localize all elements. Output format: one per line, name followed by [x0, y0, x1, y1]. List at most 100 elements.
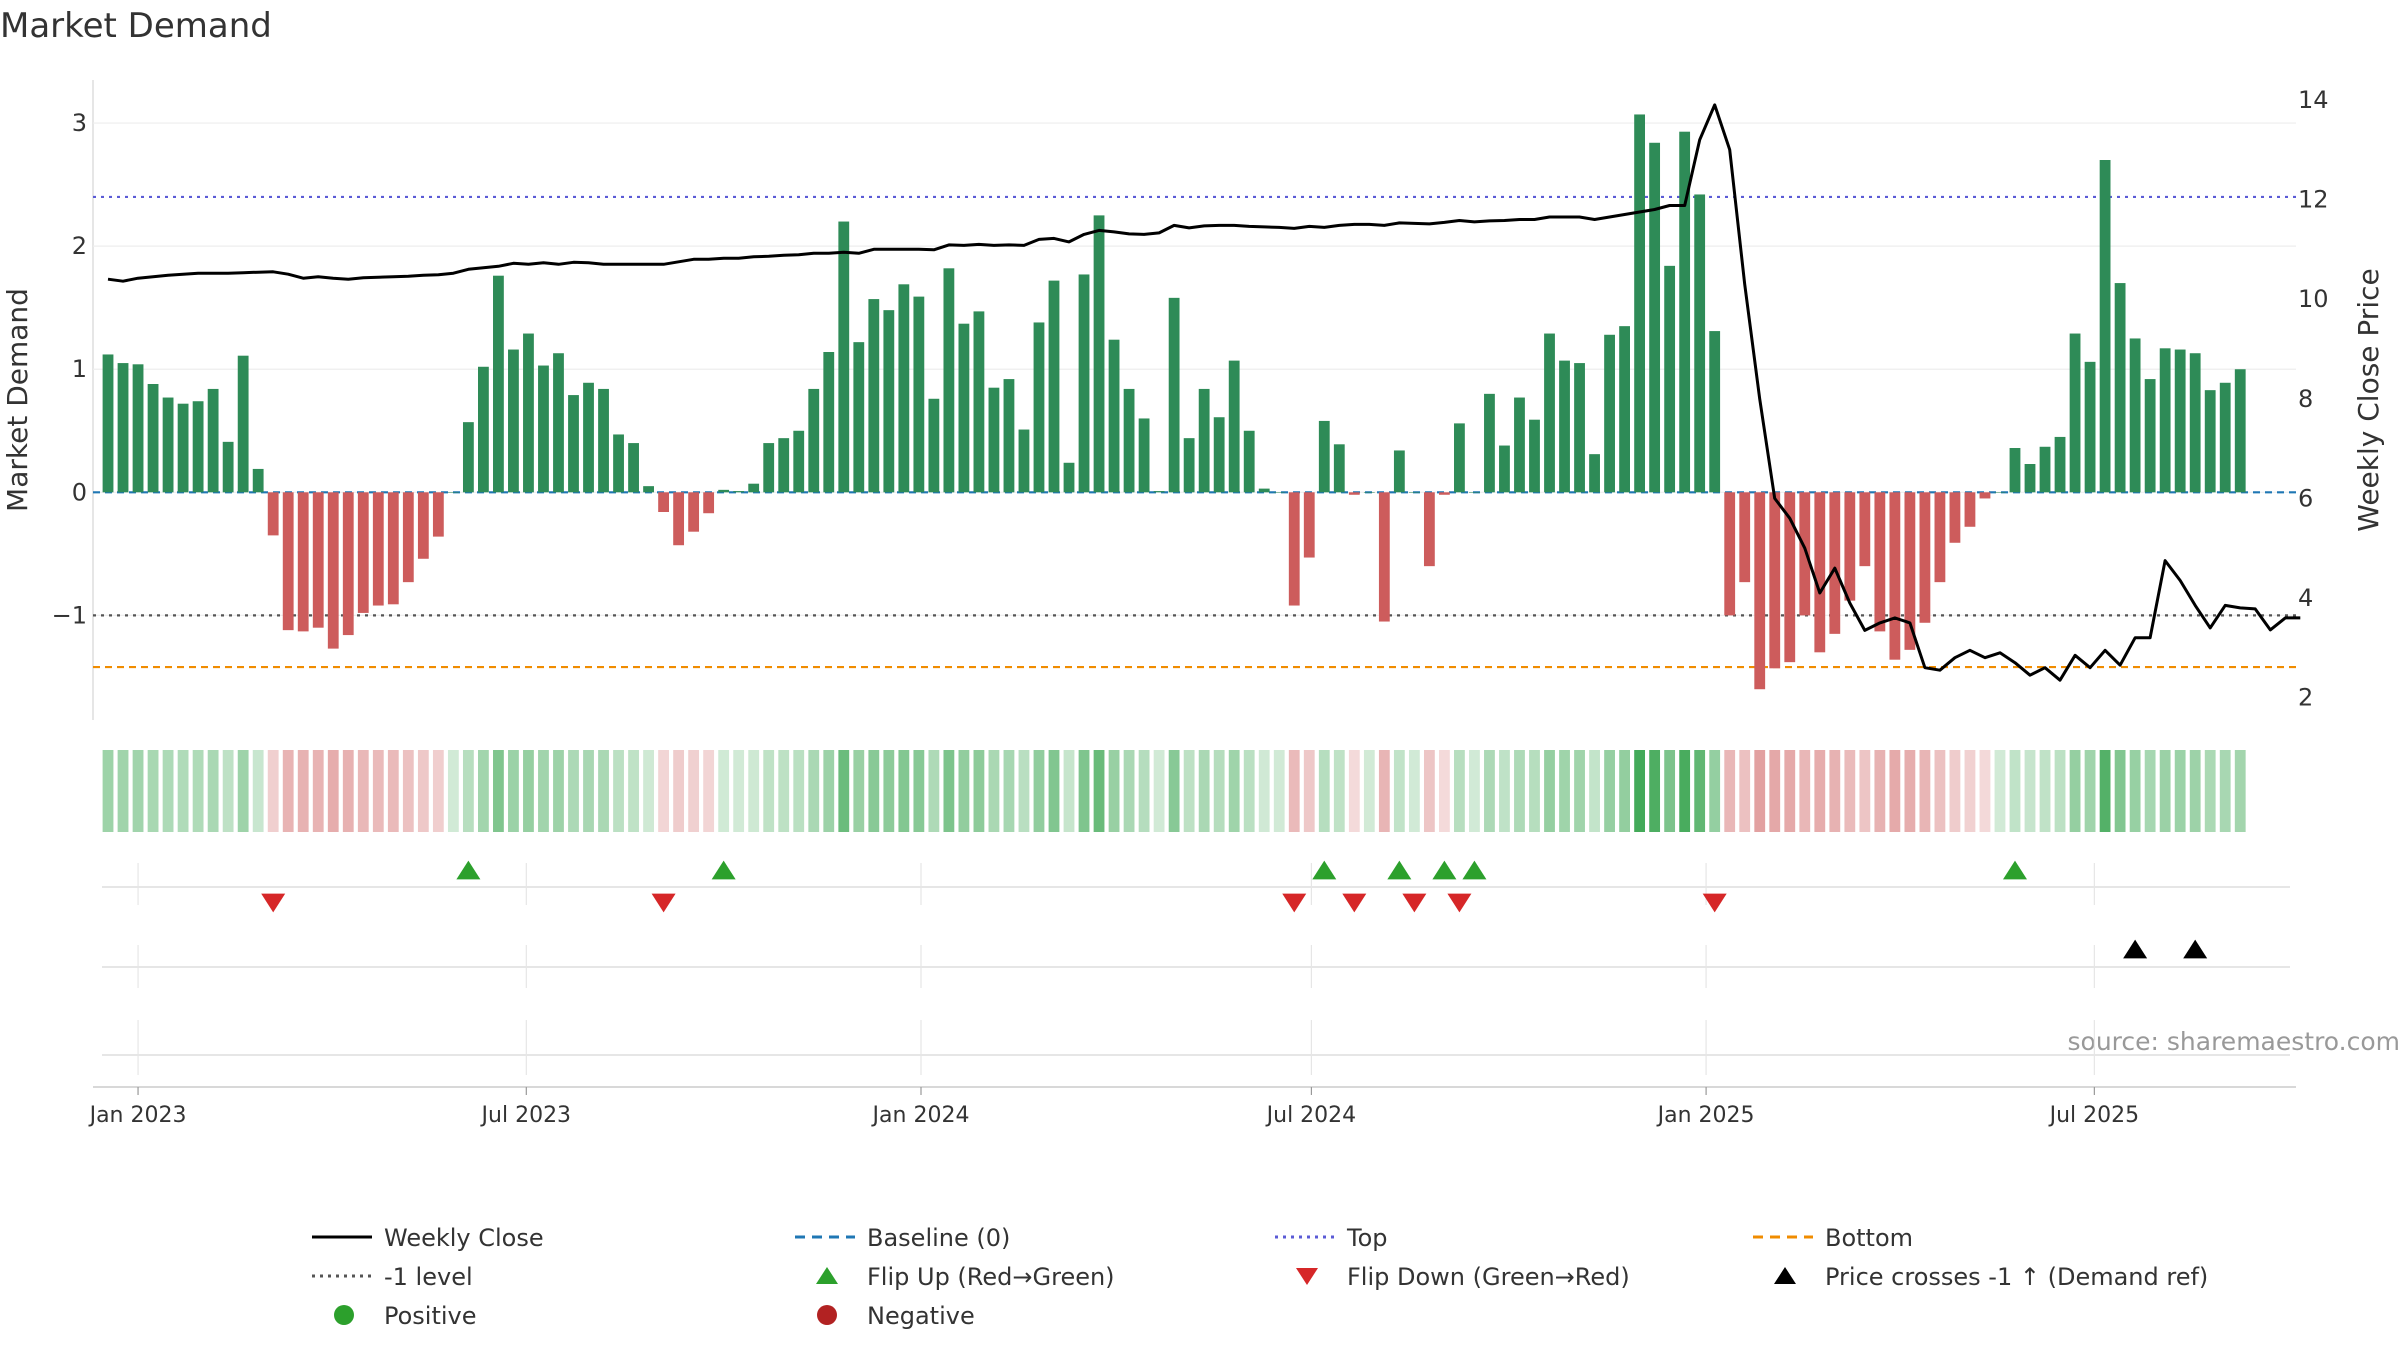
heat-cell	[748, 750, 760, 832]
demand-bar	[1108, 339, 1120, 493]
demand-bar	[1288, 492, 1300, 606]
heat-cell	[2129, 750, 2141, 832]
flip-down-marker	[1282, 893, 1307, 913]
legend-entry: Positive	[334, 1302, 477, 1330]
flip-down-marker	[1702, 893, 1727, 913]
demand-bar	[1649, 142, 1661, 493]
demand-bar	[177, 403, 189, 493]
heat-cell	[703, 750, 715, 832]
demand-bar	[297, 492, 309, 632]
heat-cell	[447, 750, 459, 832]
heat-cell	[1408, 750, 1420, 832]
heat-cell	[2204, 750, 2216, 832]
heat-cell	[2039, 750, 2051, 832]
demand-bar	[2189, 353, 2201, 493]
heat-cell	[943, 750, 955, 832]
demand-bar	[1213, 417, 1225, 493]
legend: Weekly Close Baseline (0) Top Bottom -1 leve…	[312, 1224, 2208, 1330]
demand-bar	[1769, 492, 1781, 669]
demand-bar	[1559, 360, 1570, 493]
heat-cell	[598, 750, 609, 832]
heat-cell	[1393, 750, 1405, 832]
legend-entry: Price crosses -1 ↑ (Demand ref)	[1774, 1263, 2208, 1291]
heat-cell	[1799, 750, 1811, 832]
heat-cell	[1018, 750, 1030, 832]
demand-bar	[1168, 297, 1180, 493]
demand-bar	[1829, 492, 1841, 634]
heat-cell	[1649, 750, 1661, 832]
demand-bar	[823, 352, 835, 493]
demand-bar	[2174, 349, 2186, 493]
heat-cell	[237, 750, 249, 832]
heat-cell	[1904, 750, 1916, 832]
heat-cell	[252, 750, 264, 832]
demand-bar	[2204, 390, 2216, 493]
heat-cell	[1198, 750, 1210, 832]
heat-cell	[583, 750, 594, 832]
heat-cell	[658, 750, 669, 832]
demand-bar	[252, 468, 264, 493]
demand-bar	[1604, 334, 1615, 493]
demand-bar	[2069, 333, 2081, 493]
heat-cell	[1469, 750, 1480, 832]
legend-entry: Top	[1275, 1224, 1388, 1252]
demand-bar	[237, 355, 249, 493]
demand-bar	[1123, 388, 1135, 493]
legend-label: Flip Up (Red→Green)	[867, 1263, 1115, 1291]
demand-bar	[1393, 450, 1405, 493]
y2-tick-label: 10	[2298, 285, 2329, 313]
demand-bar	[372, 492, 384, 606]
demand-bar	[883, 310, 895, 493]
heat-cell	[1183, 750, 1195, 832]
heat-cell	[1213, 750, 1225, 832]
heat-cell	[1859, 750, 1871, 832]
heat-cell	[312, 750, 324, 832]
legend-swatch	[334, 1305, 354, 1325]
flip-down-marker	[1342, 893, 1367, 913]
demand-bar	[1018, 429, 1030, 493]
heat-cell	[282, 750, 294, 832]
demand-bar	[1859, 492, 1871, 567]
demand-bar	[1469, 492, 1480, 493]
heat-cell	[1423, 750, 1435, 832]
heat-cell	[162, 750, 174, 832]
heat-cell	[823, 750, 835, 832]
heat-cell	[1303, 750, 1315, 832]
demand-bar	[553, 353, 564, 493]
heat-cell	[1784, 750, 1796, 832]
heat-cell	[688, 750, 700, 832]
demand-bar	[1919, 492, 1931, 623]
heat-cell	[553, 750, 564, 832]
flip-down-marker	[1447, 893, 1472, 913]
heat-cell	[1123, 750, 1135, 832]
heat-cell	[1153, 750, 1165, 832]
heat-cell	[868, 750, 880, 832]
y-tick-label: 2	[72, 232, 87, 260]
heat-cell	[222, 750, 234, 832]
demand-bar	[1964, 492, 1976, 527]
heat-cell	[462, 750, 474, 832]
demand-bar	[132, 364, 144, 493]
heat-cell	[853, 750, 865, 832]
demand-bar	[913, 296, 925, 493]
heat-cell	[372, 750, 384, 832]
heat-cell	[778, 750, 790, 832]
heat-cell	[2219, 750, 2231, 832]
demand-bar	[1724, 492, 1736, 616]
demand-bar	[1153, 491, 1165, 493]
demand-bar	[1709, 331, 1721, 493]
heat-cell	[1438, 750, 1450, 832]
demand-bar	[2054, 436, 2066, 493]
heat-cell	[2144, 750, 2156, 832]
heat-cell	[1499, 750, 1510, 832]
x-tick-label: Jul 2023	[480, 1103, 572, 1128]
heat-cell	[147, 750, 159, 832]
heat-cell	[327, 750, 339, 832]
heat-cell	[613, 750, 624, 832]
heat-cell	[628, 750, 639, 832]
heat-cell	[2024, 750, 2036, 832]
y2-tick-label: 2	[2298, 684, 2313, 712]
heat-cell	[2234, 750, 2246, 832]
demand-bar	[1814, 492, 1826, 653]
demand-bar	[1378, 492, 1390, 622]
